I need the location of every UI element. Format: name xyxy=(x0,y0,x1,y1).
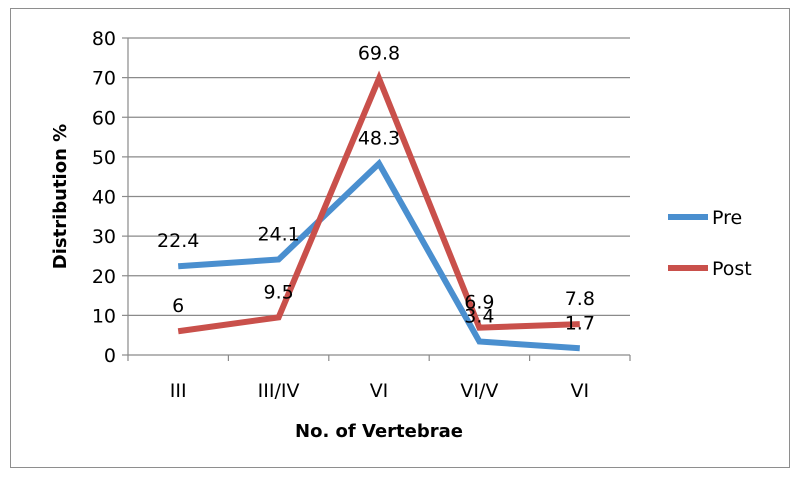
data-label-pre: 22.4 xyxy=(157,230,199,252)
gridlines xyxy=(128,37,630,316)
data-label-post: 7.8 xyxy=(565,288,595,310)
y-tick-label: 0 xyxy=(104,345,116,367)
y-tick-label: 70 xyxy=(92,68,116,90)
y-tick-label: 40 xyxy=(92,187,116,209)
data-label-pre: 3.4 xyxy=(464,306,494,328)
data-label-post: 69.8 xyxy=(358,42,400,64)
y-axis-title: Distribution % xyxy=(50,124,71,269)
data-label-pre: 48.3 xyxy=(358,128,400,150)
data-label-post: 6.9 xyxy=(464,292,494,314)
y-tick-labels: 0 10 20 30 40 50 60 70 80 xyxy=(92,28,116,367)
data-label-post: 6 xyxy=(172,295,184,317)
data-label-pre: 24.1 xyxy=(257,224,299,246)
y-tick-label: 30 xyxy=(92,226,116,248)
y-tick-label: 80 xyxy=(92,28,116,50)
series-lines xyxy=(177,70,581,352)
x-tick-label: III xyxy=(170,380,187,402)
x-tick-labels: III III/IV VI VI/V VI xyxy=(170,380,589,402)
data-label-pre: 1.7 xyxy=(565,312,595,334)
legend-label-post: Post xyxy=(712,258,752,280)
y-tick-label: 10 xyxy=(92,305,116,327)
data-labels: 22.4 24.1 48.3 3.4 1.7 6 9.5 69.8 6.9 7.8 xyxy=(157,42,595,334)
series-line-post xyxy=(177,70,580,335)
x-tick-label: III/IV xyxy=(258,380,300,402)
y-tick-label: 50 xyxy=(92,147,116,169)
x-axis-title: No. of Vertebrae xyxy=(295,421,463,442)
x-tick-label: VI xyxy=(370,380,389,402)
legend: Pre Post xyxy=(668,207,752,280)
data-label-post: 9.5 xyxy=(263,281,293,303)
y-tick-label: 20 xyxy=(92,266,116,288)
x-tick-label: VI xyxy=(570,380,589,402)
y-tick-label: 60 xyxy=(92,107,116,129)
chart-frame xyxy=(10,8,790,468)
series-line-pre xyxy=(177,158,581,352)
axes xyxy=(122,37,631,361)
legend-label-pre: Pre xyxy=(712,207,742,229)
x-tick-label: VI/V xyxy=(460,380,498,402)
